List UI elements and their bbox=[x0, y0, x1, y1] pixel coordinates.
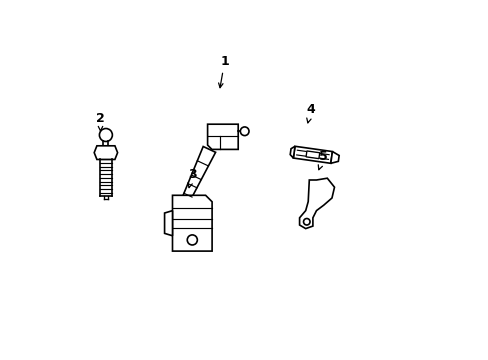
Polygon shape bbox=[330, 152, 339, 163]
Text: 2: 2 bbox=[96, 112, 104, 131]
Polygon shape bbox=[94, 146, 117, 159]
Text: 3: 3 bbox=[187, 168, 196, 188]
Text: 5: 5 bbox=[318, 150, 327, 170]
Circle shape bbox=[187, 235, 197, 245]
Polygon shape bbox=[180, 147, 215, 207]
Circle shape bbox=[99, 129, 112, 141]
Polygon shape bbox=[299, 178, 334, 229]
Polygon shape bbox=[289, 146, 294, 158]
Text: 1: 1 bbox=[218, 55, 228, 88]
Polygon shape bbox=[164, 211, 172, 236]
Circle shape bbox=[303, 219, 309, 225]
Circle shape bbox=[240, 127, 248, 136]
Polygon shape bbox=[172, 195, 212, 251]
Text: 4: 4 bbox=[306, 103, 315, 123]
Polygon shape bbox=[207, 124, 238, 149]
Polygon shape bbox=[305, 151, 319, 159]
Polygon shape bbox=[293, 146, 332, 163]
